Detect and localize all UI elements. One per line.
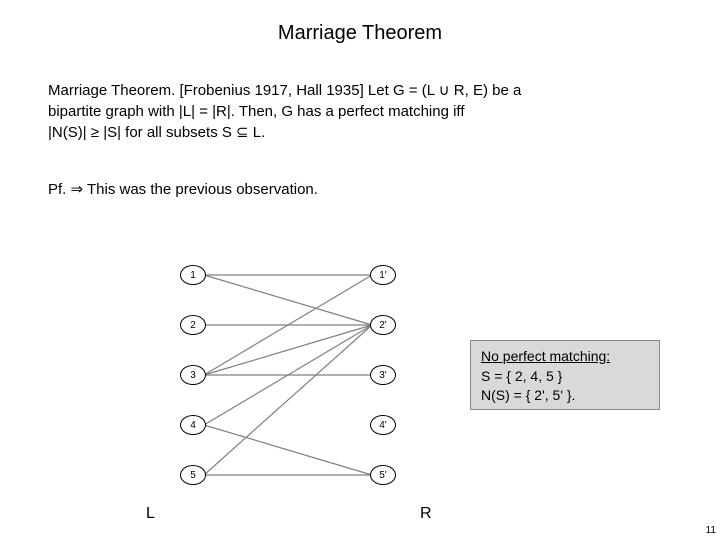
annotation-line1: No perfect matching:	[481, 348, 610, 364]
annotation-box: No perfect matching: S = { 2, 4, 5 } N(S…	[470, 340, 660, 410]
right-node: 5'	[370, 465, 396, 485]
slide-title: Marriage Theorem	[0, 0, 720, 45]
left-node: 4	[180, 415, 206, 435]
theorem-text: Marriage Theorem. [Frobenius 1917, Hall …	[48, 80, 678, 143]
left-node: 5	[180, 465, 206, 485]
page-number: 11	[706, 525, 716, 536]
proof-body: This was the previous observation.	[87, 181, 318, 198]
theorem-label: Marriage Theorem.	[48, 82, 175, 99]
left-set-label: L	[146, 505, 155, 523]
annotation-line3: N(S) = { 2', 5' }.	[481, 387, 575, 403]
left-node: 3	[180, 365, 206, 385]
theorem-body-2: bipartite graph with |L| = |R|. Then, G …	[48, 103, 465, 120]
right-set-label: R	[420, 505, 432, 523]
right-node: 1'	[370, 265, 396, 285]
graph-edges	[180, 265, 420, 525]
right-node: 4'	[370, 415, 396, 435]
right-node: 2'	[370, 315, 396, 335]
proof-text: Pf. ⇒ This was the previous observation.	[48, 180, 318, 198]
proof-label: Pf. ⇒	[48, 181, 83, 198]
theorem-body-3: |N(S)| ≥ |S| for all subsets S ⊆ L.	[48, 124, 265, 141]
theorem-body-1: Let G = (L ∪ R, E) be a	[368, 82, 521, 99]
bipartite-graph: 1 2 3 4 5 1' 2' 3' 4' 5'	[180, 265, 420, 525]
theorem-citation: [Frobenius 1917, Hall 1935]	[179, 82, 363, 99]
left-node: 1	[180, 265, 206, 285]
right-node: 3'	[370, 365, 396, 385]
left-node: 2	[180, 315, 206, 335]
annotation-line2: S = { 2, 4, 5 }	[481, 368, 562, 384]
